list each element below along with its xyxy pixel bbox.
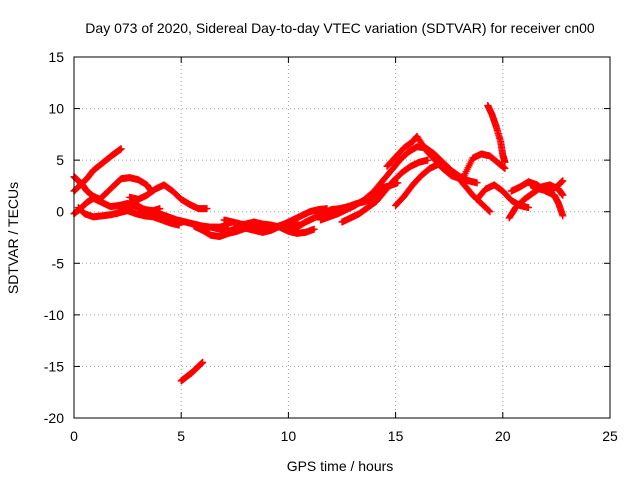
y-tick-label: -15 [44,358,64,374]
x-axis-label: GPS time / hours [287,458,394,474]
data-point [485,207,493,215]
y-tick-label: -10 [44,307,64,323]
data-point [424,156,432,164]
data-point [199,358,207,366]
series-arc-q [460,150,509,180]
data-point [310,225,318,233]
data-point [559,191,567,199]
data-point [501,164,509,172]
grid-lines [74,57,610,418]
y-tick-label: 5 [56,152,64,168]
plot-frame [73,56,611,419]
x-tick-label: 20 [495,428,511,444]
data-point [473,179,481,187]
y-tick-label: 10 [48,101,64,117]
x-tick-labels: 0 5 10 15 20 25 [70,428,618,444]
series-arc-v [527,177,567,195]
series-arc-m [338,156,432,226]
axis-ticks [73,56,611,419]
chart-title: Day 073 of 2020, Sidereal Day-to-day VTE… [85,20,595,36]
data-point [486,208,494,216]
x-tick-label: 10 [281,428,297,444]
y-axis-label: SDTVAR / TECUs [5,182,21,294]
series-arc-r [484,101,509,166]
data-point [525,204,533,212]
data-point [117,145,125,153]
data-point [559,212,567,220]
data-point [203,205,211,213]
y-tick-label: 15 [48,49,64,65]
y-tick-label: -20 [44,410,64,426]
series-arc-g [177,358,207,385]
y-tick-labels: 15 10 5 0 -5 -10 -15 -20 [44,49,64,426]
x-tick-label: 0 [70,428,78,444]
y-tick-label: 0 [56,204,64,220]
data-points [70,101,567,385]
data-point [501,158,509,166]
data-point [559,177,567,185]
x-tick-label: 25 [602,428,618,444]
x-tick-label: 15 [388,428,404,444]
series-arc-e [126,181,211,213]
x-tick-label: 5 [177,428,185,444]
data-point [464,177,472,185]
series-arc-a [70,145,125,195]
series-arc-j [220,205,331,232]
y-tick-label: -5 [52,255,65,271]
